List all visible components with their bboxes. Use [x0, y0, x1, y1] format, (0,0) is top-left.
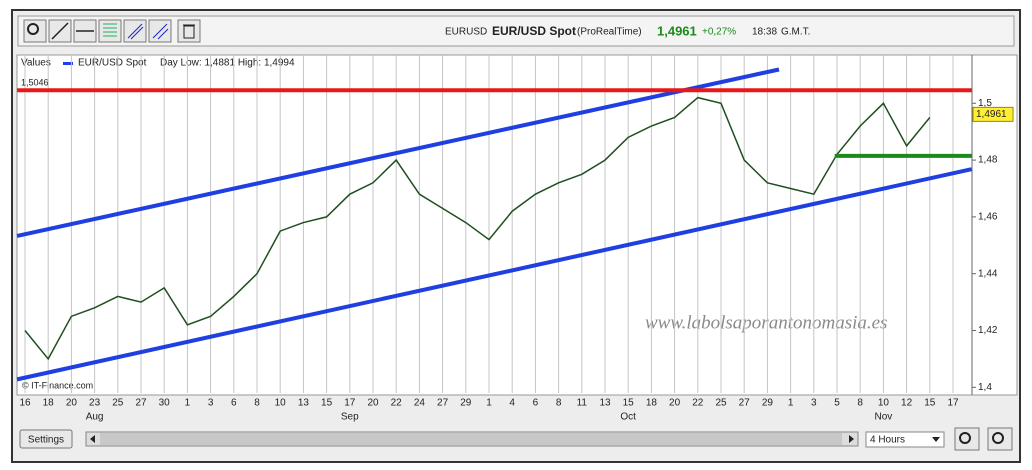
x-tick-label: 29 [762, 398, 774, 409]
x-tick-label: 18 [43, 398, 55, 409]
y-tick-label: 1,48 [978, 155, 998, 166]
x-tick-label: 11 [577, 398, 588, 409]
x-tick-label: 18 [646, 398, 658, 409]
day-range: Day Low: 1,4881 High: 1,4994 [160, 58, 295, 69]
x-tick-label: 13 [599, 398, 611, 409]
settings-label: Settings [28, 435, 64, 446]
x-tick-label: 23 [89, 398, 101, 409]
x-tick-label: 4 [509, 398, 515, 409]
legend-swatch [63, 62, 73, 65]
y-tick-label: 1,5 [978, 98, 992, 109]
icon [103, 23, 117, 37]
x-tick-label: 15 [321, 398, 333, 409]
x-tick-label: 17 [947, 398, 959, 409]
x-tick-label: 1 [185, 398, 191, 409]
month-label: Oct [620, 412, 636, 423]
x-tick-label: 25 [715, 398, 727, 409]
icon [992, 432, 1004, 444]
x-tick-label: 15 [623, 398, 635, 409]
x-tick-label: 10 [878, 398, 890, 409]
legend-entry: EUR/USD Spot [78, 58, 147, 69]
time: 18:38 [752, 27, 777, 38]
source: (ProRealTime) [577, 27, 642, 38]
trendline [16, 167, 972, 382]
title: EUR/USD Spot [492, 24, 576, 38]
y-tick-label: 1,44 [978, 268, 998, 279]
x-tick-label: 20 [66, 398, 78, 409]
x-tick-label: 6 [533, 398, 539, 409]
copyright: © IT-Finance.com [22, 380, 93, 390]
x-tick-label: 13 [298, 398, 310, 409]
interval-label: 4 Hours [870, 435, 905, 446]
zoom-out[interactable] [954, 427, 980, 451]
x-tick-label: 17 [344, 398, 356, 409]
x-tick-label: 3 [811, 398, 817, 409]
select-arrow [932, 437, 940, 442]
x-tick-label: 3 [208, 398, 214, 409]
watermark: www.labolsaporantonomasia.es [645, 312, 887, 333]
legend-label: Values [21, 58, 51, 69]
plot-panel [16, 54, 1018, 396]
x-tick-label: 8 [254, 398, 260, 409]
x-tick-label: 22 [391, 398, 403, 409]
price-tag [972, 106, 1014, 122]
icon [959, 432, 971, 444]
change: +0,27% [702, 27, 736, 38]
x-tick-label: 1 [486, 398, 492, 409]
x-tick-label: 20 [367, 398, 379, 409]
x-tick-label: 25 [112, 398, 124, 409]
last-price: 1,4961 [657, 23, 697, 38]
interval-select[interactable] [865, 431, 945, 448]
x-tick-label: 12 [901, 398, 913, 409]
month-label: Nov [875, 412, 893, 423]
y-tick-label: 1,42 [978, 325, 998, 336]
x-tick-label: 27 [135, 398, 147, 409]
symbol: EURUSD [445, 27, 487, 38]
month-label: Sep [341, 412, 359, 423]
icon [127, 23, 144, 40]
x-tick-label: 8 [556, 398, 562, 409]
scroll-thumb[interactable] [100, 433, 842, 445]
month-label: Aug [86, 412, 104, 423]
x-tick-label: 22 [692, 398, 704, 409]
price-line [24, 96, 931, 361]
zoom-in[interactable] [987, 427, 1013, 451]
price-tag-label: 1,4961 [976, 109, 1007, 120]
trendline [16, 67, 780, 238]
x-tick-label: 8 [857, 398, 863, 409]
x-tick-label: 27 [739, 398, 751, 409]
x-tick-label: 15 [924, 398, 936, 409]
x-tick-label: 6 [231, 398, 237, 409]
x-tick-label: 5 [834, 398, 840, 409]
trendline-label: 1,5046 [21, 78, 49, 88]
x-tick-label: 10 [275, 398, 287, 409]
timezone: G.M.T. [781, 27, 810, 38]
x-tick-label: 1 [788, 398, 794, 409]
tool-zoom[interactable] [23, 19, 47, 43]
x-tick-label: 16 [19, 398, 31, 409]
x-tick-label: 24 [414, 398, 426, 409]
tool-buttons [23, 19, 201, 43]
icon [51, 22, 69, 40]
icon [152, 23, 169, 40]
settings-button[interactable] [19, 429, 73, 449]
icon [183, 24, 195, 39]
icon [27, 23, 39, 35]
y-tick-label: 1,46 [978, 212, 998, 223]
tool-fibo[interactable] [98, 19, 122, 43]
x-tick-label: 27 [437, 398, 449, 409]
x-tick-label: 30 [159, 398, 171, 409]
x-tick-label: 29 [460, 398, 472, 409]
tool-delete[interactable] [177, 19, 201, 43]
x-tick-label: 20 [669, 398, 681, 409]
y-tick-label: 1,4 [978, 382, 992, 393]
